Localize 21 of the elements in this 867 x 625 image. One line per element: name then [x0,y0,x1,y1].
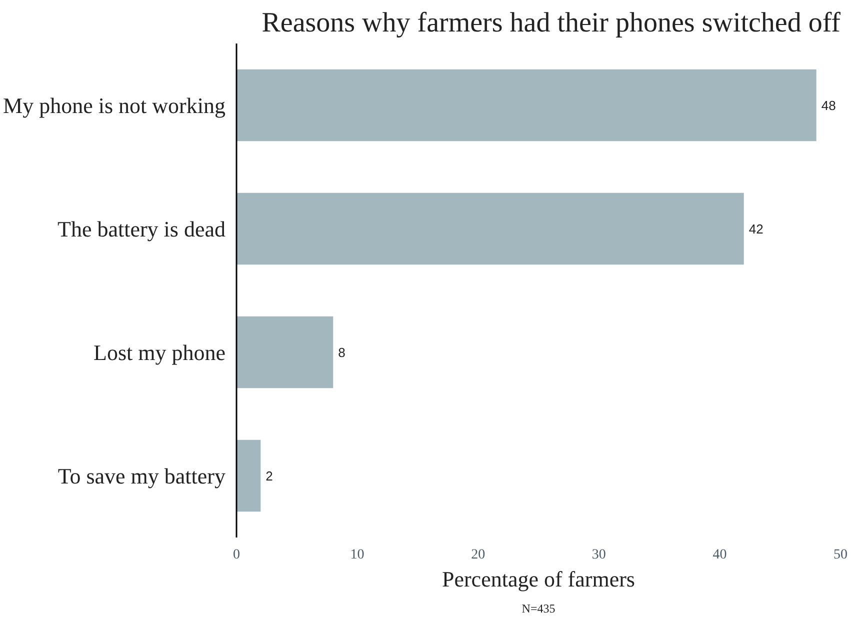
chart-title: Reasons why farmers had their phones switched off [262,8,842,38]
bar [236,316,334,388]
x-tick-label: 50 [834,548,848,562]
x-tick-label: 40 [712,548,727,562]
data-label: 48 [821,98,836,113]
x-tick-label: 20 [471,548,486,562]
data-label: 8 [338,344,346,360]
data-label: 42 [748,221,764,236]
bar [236,192,744,265]
bar [236,69,816,142]
x-tick-label: 30 [592,548,606,562]
text: N=435 [522,602,556,616]
x-tick-label: 10 [350,548,364,562]
x-axis-title: Percentage of farmers [442,566,636,592]
data-label: 2 [266,468,273,484]
bar [236,440,261,512]
y-tick-label: Lost my phone [94,340,226,365]
y-tick-label: To save my battery [58,463,226,488]
x-tick-label: 0 [233,548,240,562]
y-tick-label: The battery is dead [58,216,226,242]
y-tick-label: My phone is not working [3,92,226,118]
